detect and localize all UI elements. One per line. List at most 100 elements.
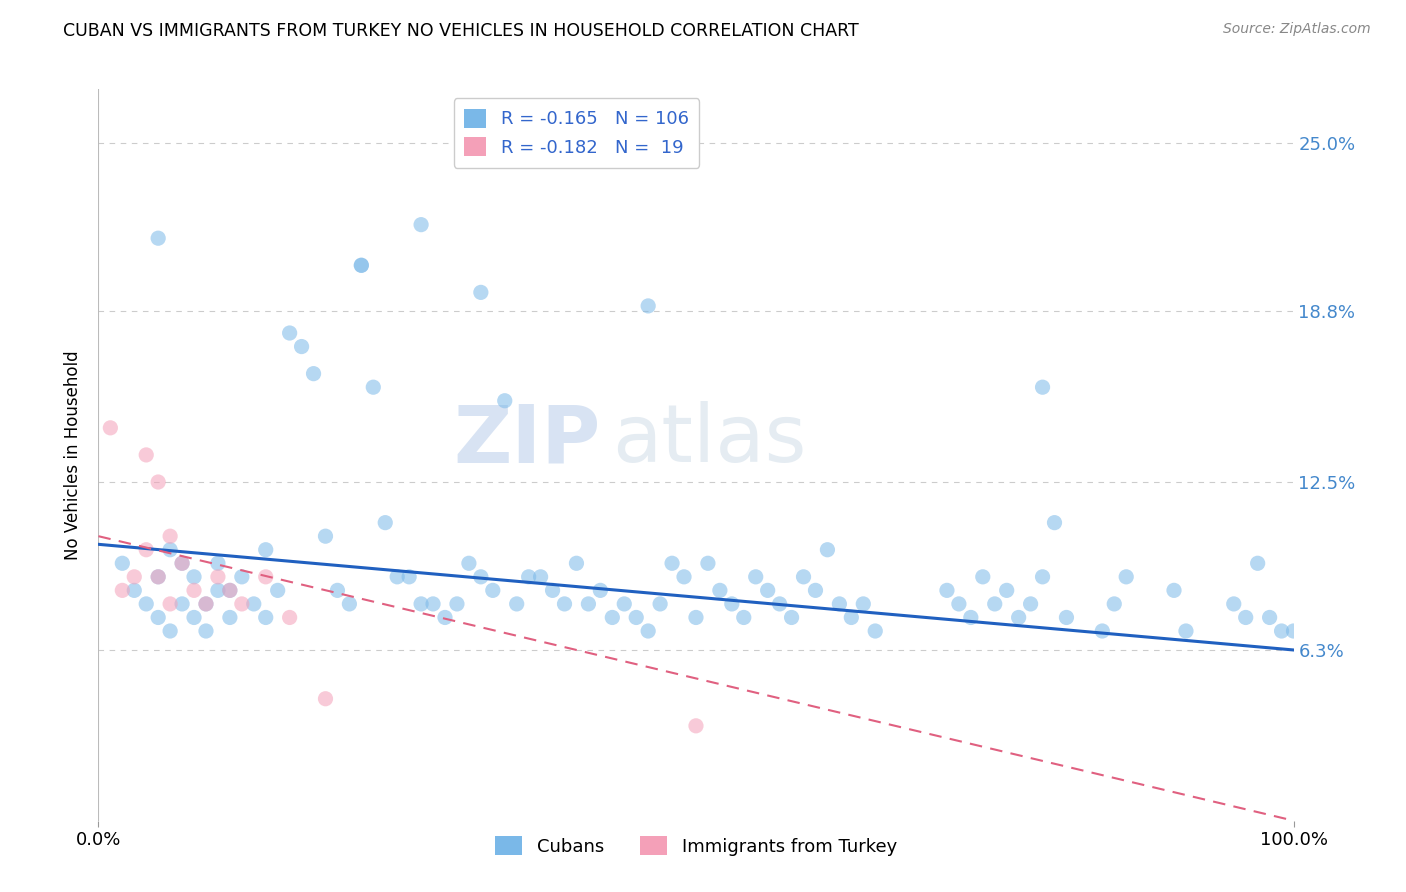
Point	[589, 583, 612, 598]
Point	[578, 597, 600, 611]
Point	[207, 556, 229, 570]
Point	[183, 583, 205, 598]
Point	[111, 556, 134, 570]
Point	[1104, 597, 1126, 611]
Point	[172, 597, 194, 611]
Point	[661, 556, 683, 570]
Point	[385, 570, 409, 584]
Point	[124, 583, 146, 598]
Text: atlas: atlas	[613, 401, 807, 479]
Point	[745, 570, 768, 584]
Point	[530, 570, 553, 584]
Point	[626, 610, 648, 624]
Text: ZIP: ZIP	[453, 401, 600, 479]
Point	[995, 583, 1018, 598]
Point	[828, 597, 851, 611]
Point	[374, 516, 396, 530]
Text: Source: ZipAtlas.com: Source: ZipAtlas.com	[1223, 22, 1371, 37]
Point	[135, 448, 157, 462]
Point	[315, 529, 337, 543]
Point	[267, 583, 290, 598]
Point	[98, 421, 122, 435]
Point	[554, 597, 576, 611]
Point	[302, 367, 325, 381]
Point	[936, 583, 959, 598]
Point	[350, 258, 373, 272]
Point	[254, 542, 277, 557]
Point	[1032, 380, 1054, 394]
Point	[339, 597, 361, 611]
Point	[254, 570, 277, 584]
Point	[650, 597, 672, 611]
Point	[254, 610, 277, 624]
Point	[541, 583, 564, 598]
Point	[291, 340, 314, 354]
Point	[865, 624, 887, 638]
Y-axis label: No Vehicles in Household: No Vehicles in Household	[65, 350, 83, 560]
Point	[470, 570, 492, 584]
Point	[183, 610, 205, 624]
Point	[506, 597, 529, 611]
Point	[709, 583, 731, 598]
Point	[494, 393, 516, 408]
Point	[148, 570, 170, 584]
Point	[984, 597, 1007, 611]
Point	[721, 597, 744, 611]
Point	[278, 326, 301, 340]
Point	[1223, 597, 1246, 611]
Point	[1043, 516, 1066, 530]
Point	[780, 610, 803, 624]
Text: CUBAN VS IMMIGRANTS FROM TURKEY NO VEHICLES IN HOUSEHOLD CORRELATION CHART: CUBAN VS IMMIGRANTS FROM TURKEY NO VEHIC…	[63, 22, 859, 40]
Point	[315, 691, 337, 706]
Point	[1115, 570, 1137, 584]
Point	[159, 597, 181, 611]
Point	[1258, 610, 1281, 624]
Point	[172, 556, 194, 570]
Point	[207, 570, 229, 584]
Point	[148, 570, 170, 584]
Point	[602, 610, 624, 624]
Point	[195, 597, 218, 611]
Point	[148, 231, 170, 245]
Point	[685, 719, 707, 733]
Point	[673, 570, 696, 584]
Point	[231, 570, 253, 584]
Point	[124, 570, 146, 584]
Point	[697, 556, 720, 570]
Point	[470, 285, 492, 300]
Point	[1175, 624, 1198, 638]
Point	[219, 583, 242, 598]
Point	[458, 556, 481, 570]
Point	[135, 597, 157, 611]
Point	[350, 258, 373, 272]
Point	[817, 542, 839, 557]
Point	[172, 556, 194, 570]
Point	[159, 529, 181, 543]
Point	[1271, 624, 1294, 638]
Point	[434, 610, 457, 624]
Point	[1008, 610, 1031, 624]
Point	[422, 597, 444, 611]
Point	[637, 624, 659, 638]
Point	[793, 570, 815, 584]
Point	[195, 624, 218, 638]
Point	[1234, 610, 1257, 624]
Point	[948, 597, 970, 611]
Point	[685, 610, 707, 624]
Point	[411, 597, 433, 611]
Point	[219, 583, 242, 598]
Point	[411, 218, 433, 232]
Point	[231, 597, 253, 611]
Point	[804, 583, 827, 598]
Point	[398, 570, 420, 584]
Point	[1282, 624, 1305, 638]
Point	[769, 597, 792, 611]
Point	[565, 556, 588, 570]
Point	[482, 583, 505, 598]
Point	[183, 570, 205, 584]
Point	[148, 475, 170, 489]
Point	[1247, 556, 1270, 570]
Point	[637, 299, 659, 313]
Point	[841, 610, 863, 624]
Point	[1091, 624, 1114, 638]
